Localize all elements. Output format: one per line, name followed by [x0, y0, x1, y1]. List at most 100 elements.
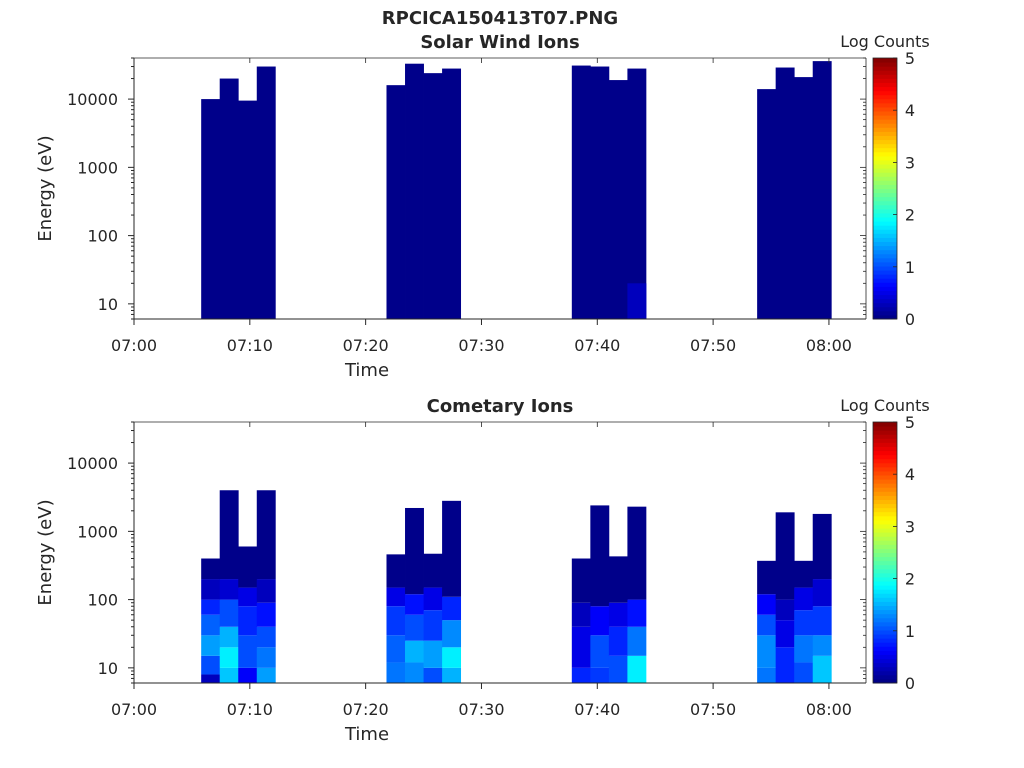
colorbar-swatch: [873, 519, 897, 525]
heatmap-cell: [219, 647, 239, 668]
heatmap-cell: [405, 63, 424, 320]
colorbar-swatch: [873, 62, 897, 67]
heatmap-cell: [627, 283, 647, 319]
colorbar-swatch: [873, 621, 897, 627]
colorbar-swatch: [873, 674, 897, 680]
y-tick-label: 1000: [77, 158, 118, 177]
heatmap-cell: [590, 606, 610, 636]
colorbar-swatch: [873, 265, 897, 271]
x-axis-label: Time: [344, 360, 389, 381]
heatmap-cell: [757, 635, 777, 668]
colorbar-swatch: [873, 298, 897, 304]
heatmap-cell: [219, 667, 239, 683]
heatmap-cell: [442, 596, 462, 621]
colorbar-tick-label: 0: [905, 310, 915, 329]
y-tick-label: 1000: [77, 522, 118, 541]
colorbar-swatch: [873, 678, 897, 684]
colorbar-swatch: [873, 666, 897, 672]
heatmap-cells: [201, 61, 832, 320]
x-tick-label: 07:00: [111, 336, 157, 355]
heatmap-cell: [812, 655, 832, 683]
heatmap-cell: [256, 66, 276, 319]
heatmap-cell: [757, 594, 777, 615]
colorbar-swatch: [873, 135, 897, 141]
heatmap-cell: [238, 100, 258, 319]
colorbar-swatch: [873, 208, 897, 214]
colorbar-swatch: [873, 503, 897, 509]
colorbar-tick-label: 1: [905, 258, 915, 277]
panel-title: Solar Wind Ions: [420, 32, 579, 53]
heatmap-cell: [386, 554, 406, 588]
heatmap-cell: [775, 67, 795, 319]
heatmap-cell: [571, 65, 591, 319]
y-tick-label: 10: [98, 659, 118, 678]
colorbar-tick-label: 2: [905, 570, 915, 589]
colorbar-swatch: [873, 131, 897, 136]
colorbar-swatch: [873, 221, 897, 226]
colorbar-swatch: [873, 217, 897, 222]
heatmap-cell: [238, 635, 258, 668]
colorbar-swatch: [873, 119, 897, 124]
heatmap-cell: [775, 599, 795, 621]
colorbar-swatch: [873, 172, 897, 177]
heatmap-cell: [627, 626, 647, 656]
colorbar-swatch: [873, 466, 897, 472]
heatmap-cell: [757, 614, 777, 636]
colorbar-swatch: [873, 270, 897, 275]
colorbar-swatch: [873, 479, 897, 484]
heatmap-cell: [627, 68, 647, 319]
colorbar-swatch: [873, 560, 897, 566]
colorbar-swatch: [873, 532, 897, 537]
colorbar-swatch: [873, 593, 897, 598]
heatmap-cell: [238, 606, 258, 636]
colorbar-swatch: [873, 589, 897, 594]
colorbar-tick-label: 3: [905, 153, 915, 172]
heatmap-cell: [571, 667, 591, 683]
colorbar-swatch: [873, 58, 897, 63]
x-tick-label: 07:50: [690, 336, 736, 355]
y-tick-label: 100: [87, 591, 118, 610]
x-tick-label: 07:00: [111, 700, 157, 719]
heatmap-cell: [256, 626, 276, 648]
heatmap-cell: [386, 635, 406, 663]
heatmap-cell: [442, 667, 462, 683]
heatmap-cell: [219, 579, 239, 600]
colorbar-swatch: [873, 111, 897, 116]
heatmap-cell: [775, 647, 795, 683]
x-tick-label: 07:20: [343, 700, 389, 719]
heatmap-cell: [757, 89, 777, 320]
colorbar-swatch: [873, 483, 897, 488]
colorbar-swatch: [873, 576, 897, 582]
colorbar-swatch: [873, 540, 897, 545]
heatmap-cell: [423, 667, 443, 683]
heatmap-cell: [775, 620, 795, 648]
heatmap-cell: [386, 85, 406, 319]
colorbar-swatch: [873, 544, 897, 549]
colorbar-tick-label: 0: [905, 674, 915, 693]
heatmap-cell: [423, 553, 443, 588]
heatmap-cell: [442, 500, 462, 597]
heatmap-cell: [238, 587, 258, 607]
colorbar-swatch: [873, 180, 897, 185]
heatmap-cell: [571, 602, 591, 627]
colorbar-swatch: [873, 609, 897, 615]
colorbar-swatch: [873, 143, 897, 149]
heatmap-cell: [590, 66, 610, 319]
x-tick-label: 07:10: [227, 700, 273, 719]
heatmap-cell: [423, 640, 443, 668]
colorbar-swatch: [873, 74, 897, 79]
colorbar-swatch: [873, 528, 897, 533]
colorbar-swatch: [873, 597, 897, 602]
heatmap-cell: [423, 73, 443, 319]
colorbar-swatch: [873, 585, 897, 590]
cometary-ions-panel: Cometary Ions 07:00 07:10 07:20 07:30 07:40 07…: [35, 396, 930, 745]
colorbar-label: Log Counts: [840, 396, 930, 415]
colorbar-swatch: [873, 139, 897, 145]
x-tick-label: 07:40: [574, 700, 620, 719]
heatmap-cell: [405, 640, 424, 663]
colorbar-swatch: [873, 225, 897, 230]
heatmap-cell: [442, 647, 462, 668]
heatmap-cell: [794, 635, 814, 663]
colorbar-swatch: [873, 458, 897, 464]
